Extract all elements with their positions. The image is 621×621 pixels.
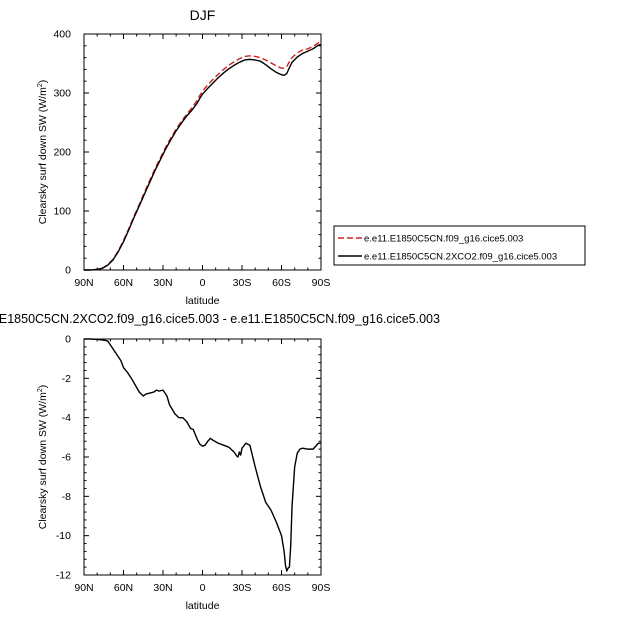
y-tick-label: -12 [56, 570, 71, 582]
y-tick-label: -2 [62, 373, 71, 385]
y-tick-label: 0 [65, 334, 71, 346]
y-tick-label: -8 [62, 491, 71, 503]
legend-label-0: e.e11.E1850C5CN.f09_g16.cice5.003 [364, 234, 523, 245]
y-tick-label: 400 [53, 29, 71, 41]
y-axis-label-superscript: 2 [37, 83, 44, 87]
y-tick-label: 200 [53, 147, 71, 159]
x-tick-label: 60N [114, 582, 133, 594]
x-tick-label: 0 [200, 582, 206, 594]
y-tick-label: -10 [56, 530, 71, 542]
y-axis-label-main: Clearsky surf down SW (W/m [37, 392, 49, 529]
series-line-0 [84, 338, 321, 572]
y-axis-label-superscript: 2 [37, 388, 44, 392]
series-line-1 [84, 43, 322, 271]
x-tick-label: 30S [233, 277, 252, 289]
chart-title: e.e11.E1850C5CN.2XCO2.f09_g16.cice5.003 … [0, 312, 440, 326]
y-tick-label: 0 [65, 265, 71, 277]
x-axis-label: latitude [186, 600, 220, 612]
series-line-0 [84, 41, 322, 271]
x-tick-label: 90S [312, 582, 331, 594]
x-tick-label: 60S [272, 277, 291, 289]
legend: e.e11.E1850C5CN.f09_g16.cice5.003 e.e11.E… [333, 225, 586, 266]
x-tick-label: 60S [272, 582, 291, 594]
y-axis-label-main: Clearsky surf down SW (W/m [37, 87, 49, 224]
plot-frame [83, 33, 322, 271]
y-axis-label: Clearsky surf down SW (W/m2) [37, 80, 49, 225]
legend-box [333, 225, 586, 266]
x-tick-label: 90S [312, 277, 331, 289]
x-axis-label: latitude [186, 295, 220, 307]
y-tick-label: -4 [62, 412, 71, 424]
y-tick-label: -6 [62, 452, 71, 464]
x-tick-label: 90N [74, 582, 93, 594]
y-tick-label: 100 [53, 206, 71, 218]
x-tick-label: 30N [153, 277, 172, 289]
x-tick-label: 30N [153, 582, 172, 594]
plot-frame [83, 338, 322, 576]
y-tick-label: 300 [53, 88, 71, 100]
y-axis-label: Clearsky surf down SW (W/m2) [37, 385, 49, 530]
y-axis-label-close: ) [37, 80, 49, 84]
y-axis-label-close: ) [37, 385, 49, 389]
chart-title: DJF [190, 7, 216, 23]
x-tick-label: 60N [114, 277, 133, 289]
x-tick-label: 0 [200, 277, 206, 289]
x-tick-label: 30S [233, 582, 252, 594]
top-panel: DJF 90N 60N 30N 0 30S 60S 90S 0 100 200 300 400 latit… [37, 7, 330, 307]
x-tick-label: 90N [74, 277, 93, 289]
bottom-panel: e.e11.E1850C5CN.2XCO2.f09_g16.cice5.003 … [0, 312, 440, 612]
legend-label-1: e.e11.E1850C5CN.2XCO2.f09_g16.cice5.003 [364, 252, 557, 263]
